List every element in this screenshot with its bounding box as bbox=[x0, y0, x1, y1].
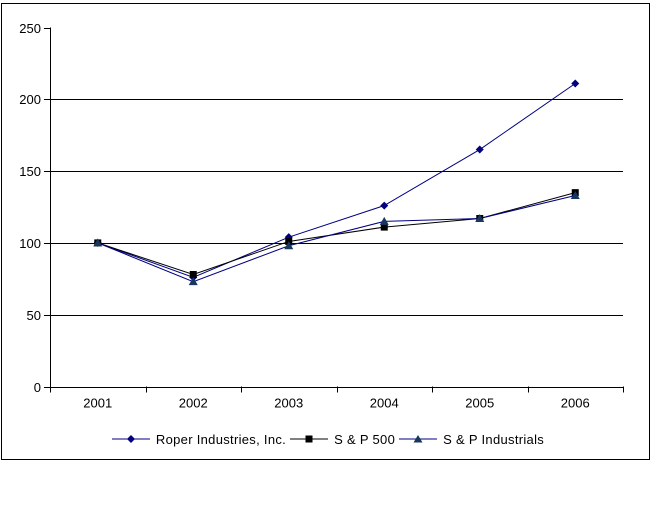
x-tick-label: 2004 bbox=[370, 396, 399, 411]
series-line bbox=[97, 195, 576, 283]
triangle-glyph bbox=[413, 435, 423, 443]
data-point-diamond bbox=[475, 145, 484, 154]
y-tick-label: 50 bbox=[27, 308, 41, 323]
y-tick-label: 200 bbox=[19, 92, 41, 107]
data-point-triangle bbox=[570, 191, 580, 200]
triangle-marker-icon bbox=[399, 435, 438, 443]
y-tick-label: 0 bbox=[34, 380, 41, 395]
diamond-glyph bbox=[126, 435, 135, 443]
data-point-diamond bbox=[571, 79, 580, 88]
legend-label-sp-industrials: S & P Industrials bbox=[443, 431, 545, 447]
y-tick-label: 250 bbox=[19, 21, 41, 36]
square-glyph bbox=[305, 435, 313, 443]
legend-entry-sp-industrials: S & P Industrials bbox=[399, 432, 544, 447]
x-tick-label: 2001 bbox=[83, 396, 112, 411]
square-marker-icon bbox=[290, 435, 329, 443]
x-tick-label: 2006 bbox=[561, 396, 590, 411]
legend-label-sp500: S & P 500 bbox=[334, 431, 396, 447]
x-tick-label: 2003 bbox=[274, 396, 303, 411]
legend-entry-sp500: S & P 500 bbox=[290, 432, 395, 447]
data-point-diamond bbox=[380, 201, 389, 210]
y-tick-label: 150 bbox=[19, 164, 41, 179]
data-point-triangle bbox=[93, 238, 103, 247]
chart-frame-border bbox=[1, 3, 650, 460]
x-tick-label: 2005 bbox=[465, 396, 494, 411]
data-point-triangle bbox=[475, 213, 485, 222]
y-tick-label: 100 bbox=[19, 236, 41, 251]
data-point-square bbox=[380, 223, 388, 231]
x-tick-label: 2002 bbox=[179, 396, 208, 411]
chart-legend: Roper Industries, Inc. S & P 500 S & P I… bbox=[0, 430, 656, 448]
legend-label-roper: Roper Industries, Inc. bbox=[155, 431, 287, 447]
data-point-triangle bbox=[188, 277, 198, 286]
data-point-square bbox=[189, 270, 197, 278]
data-point-triangle bbox=[284, 241, 294, 250]
legend-entry-roper: Roper Industries, Inc. bbox=[111, 431, 287, 447]
diamond-marker-icon bbox=[111, 435, 150, 443]
data-point-triangle bbox=[379, 216, 389, 225]
series-line bbox=[97, 83, 576, 278]
